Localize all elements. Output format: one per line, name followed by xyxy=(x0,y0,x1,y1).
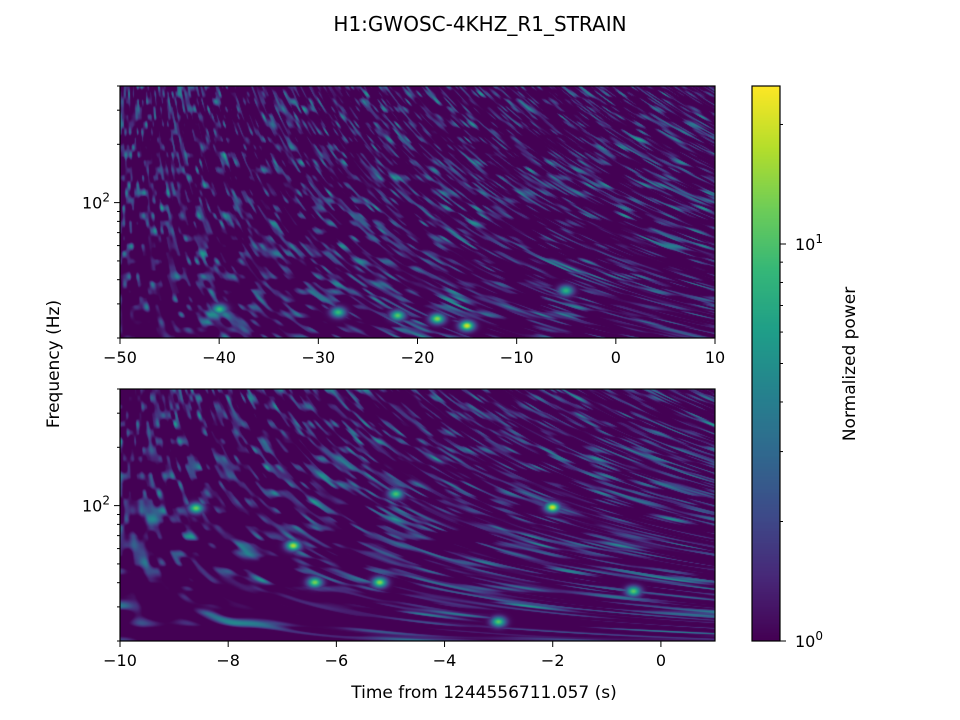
top-spectrogram-panel: −50 −40 −30 −20 −10 0 10 102 xyxy=(82,85,725,367)
x-tick-label: −40 xyxy=(202,348,236,367)
x-tick-label: 0 xyxy=(656,651,666,670)
y-tick-label: 102 xyxy=(82,494,110,516)
bottom-axes: −10 −8 −6 −4 −2 0 102 xyxy=(82,388,666,670)
bottom-spectrogram-panel: −10 −8 −6 −4 −2 0 102 xyxy=(82,388,716,670)
colorbar-label: Normalized power xyxy=(840,287,860,441)
x-axis-label: Time from 1244556711.057 (s) xyxy=(350,683,617,703)
colorbar-gradient xyxy=(752,86,780,641)
x-tick-label: −50 xyxy=(103,348,137,367)
x-tick-label: −4 xyxy=(433,651,457,670)
y-axis-label: Frequency (Hz) xyxy=(44,300,64,428)
colorbar-tick-label: 101 xyxy=(795,232,823,254)
y-tick-label: 102 xyxy=(82,191,110,213)
x-tick-label: 10 xyxy=(705,348,725,367)
x-tick-label: −8 xyxy=(216,651,240,670)
x-tick-label: 0 xyxy=(611,348,621,367)
x-tick-label: −10 xyxy=(500,348,534,367)
figure-title: H1:GWOSC-4KHZ_R1_STRAIN xyxy=(333,12,626,36)
colorbar-tick-label: 100 xyxy=(795,629,823,651)
colorbar-axes: 100 101 xyxy=(780,123,823,651)
x-tick-label: −30 xyxy=(301,348,335,367)
bottom-panel-frame xyxy=(119,388,716,642)
colorbar: 100 101 Normalized power xyxy=(751,85,860,651)
x-tick-label: −20 xyxy=(401,348,435,367)
bottom-spectrogram-image xyxy=(120,389,715,641)
top-spectrogram-image xyxy=(120,86,715,338)
x-tick-label: −10 xyxy=(103,651,137,670)
x-tick-label: −2 xyxy=(541,651,565,670)
top-axes: −50 −40 −30 −20 −10 0 10 102 xyxy=(82,85,725,367)
x-tick-label: −6 xyxy=(325,651,349,670)
